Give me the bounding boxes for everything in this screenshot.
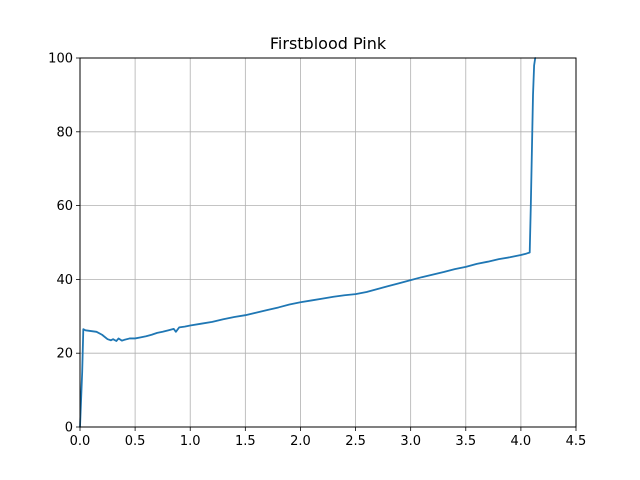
y-tick-label: 20 xyxy=(56,347,73,362)
x-tick-label: 1.0 xyxy=(180,434,201,449)
plot-frame xyxy=(79,57,577,428)
x-tick-label: 2.5 xyxy=(345,434,366,449)
chart-title: Firstblood Pink xyxy=(270,34,387,53)
x-tick-label: 3.5 xyxy=(455,434,476,449)
y-tick-label: 80 xyxy=(56,125,73,140)
y-tick-label: 0 xyxy=(65,421,73,436)
x-tick-label: 0.5 xyxy=(125,434,146,449)
y-axis: 0 20 40 60 80 100 xyxy=(48,52,80,436)
series-layer xyxy=(79,57,537,428)
x-tick-label: 4.0 xyxy=(511,434,532,449)
y-tick-label: 100 xyxy=(48,52,73,67)
x-tick-label: 1.5 xyxy=(235,434,256,449)
series-line-0 xyxy=(79,57,537,428)
x-axis: 0.0 0.5 1.0 1.5 2.0 2.5 3.0 3.5 4.0 4.5 xyxy=(70,427,587,449)
x-tick-label: 2.0 xyxy=(290,434,311,449)
x-tick-label: 0.0 xyxy=(70,434,91,449)
x-tick-label: 3.0 xyxy=(400,434,421,449)
x-tick-label: 4.5 xyxy=(566,434,587,449)
y-tick-label: 40 xyxy=(56,273,73,288)
y-tick-label: 60 xyxy=(56,199,73,214)
